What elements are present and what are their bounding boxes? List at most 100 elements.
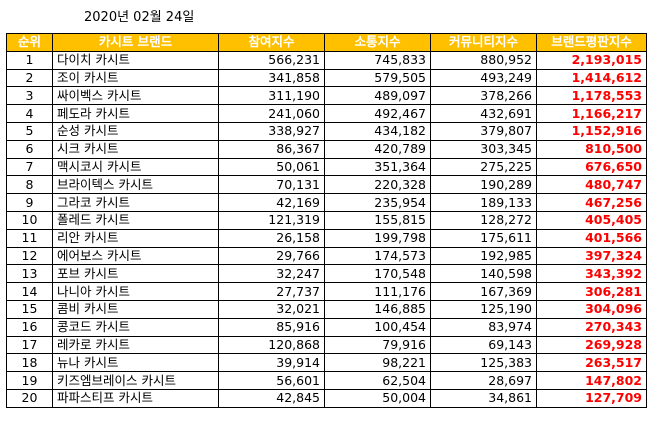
brand-cell: 콩코드 카시트 [52, 317, 219, 337]
rank-cell: 9 [6, 193, 53, 212]
rank-cell: 16 [6, 317, 53, 337]
community-index-cell: 125,190 [430, 299, 537, 319]
column-header-brand: 카시트 브랜드 [52, 33, 219, 52]
reputation-index-cell: 1,152,916 [536, 121, 647, 141]
reputation-index-cell: 676,650 [536, 157, 647, 177]
communication-index-cell: 155,815 [324, 210, 431, 230]
brand-cell: 맥시코시 카시트 [52, 157, 219, 177]
rank-cell: 5 [6, 121, 53, 141]
reputation-index-cell: 1,178,553 [536, 86, 647, 106]
communication-index-cell: 220,328 [324, 175, 431, 195]
participation-index-cell: 121,319 [218, 210, 325, 230]
participation-index-cell: 42,169 [218, 193, 325, 212]
table-row: 13 포브 카시트 32,247 170,548 140,598 343,392 [6, 264, 647, 284]
table-header-row: 순위 카시트 브랜드 참여지수 소통지수 커뮤니티지수 브랜드평판지수 [6, 33, 647, 52]
column-header-rank: 순위 [6, 33, 53, 52]
reputation-index-cell: 810,500 [536, 139, 647, 159]
rank-cell: 1 [6, 50, 53, 70]
rank-cell: 8 [6, 175, 53, 195]
communication-index-cell: 170,548 [324, 264, 431, 284]
rank-cell: 4 [6, 104, 53, 123]
participation-index-cell: 241,060 [218, 104, 325, 123]
community-index-cell: 175,611 [430, 228, 537, 248]
communication-index-cell: 50,004 [324, 388, 431, 408]
communication-index-cell: 98,221 [324, 353, 431, 373]
brand-cell: 키즈엠브레이스 카시트 [52, 371, 219, 390]
table-row: 8 브라이텍스 카시트 70,131 220,328 190,289 480,747 [6, 175, 647, 195]
table-row: 2 조이 카시트 341,858 579,505 493,249 1,414,612 [6, 68, 647, 88]
communication-index-cell: 146,885 [324, 299, 431, 319]
community-index-cell: 192,985 [430, 246, 537, 266]
participation-index-cell: 32,247 [218, 264, 325, 284]
participation-index-cell: 120,868 [218, 335, 325, 355]
participation-index-cell: 338,927 [218, 121, 325, 141]
brand-cell: 나니아 카시트 [52, 282, 219, 301]
brand-cell: 페도라 카시트 [52, 104, 219, 123]
table-body: 1 다이치 카시트 566,231 745,833 880,952 2,193,015 2 조… [6, 50, 647, 408]
participation-index-cell: 566,231 [218, 50, 325, 70]
community-index-cell: 379,807 [430, 121, 537, 141]
community-index-cell: 190,289 [430, 175, 537, 195]
rank-cell: 7 [6, 157, 53, 177]
participation-index-cell: 311,190 [218, 86, 325, 106]
community-index-cell: 432,691 [430, 104, 537, 123]
rank-cell: 15 [6, 299, 53, 319]
reputation-index-cell: 467,256 [536, 193, 647, 212]
participation-index-cell: 341,858 [218, 68, 325, 88]
community-index-cell: 34,861 [430, 388, 537, 408]
communication-index-cell: 434,182 [324, 121, 431, 141]
brand-cell: 뉴나 카시트 [52, 353, 219, 373]
communication-index-cell: 351,364 [324, 157, 431, 177]
table-row: 5 순성 카시트 338,927 434,182 379,807 1,152,916 [6, 121, 647, 141]
rank-cell: 3 [6, 86, 53, 106]
table-row: 16 콩코드 카시트 85,916 100,454 83,974 270,343 [6, 317, 647, 337]
rank-cell: 12 [6, 246, 53, 266]
reputation-index-cell: 397,324 [536, 246, 647, 266]
column-header-reputation: 브랜드평판지수 [536, 33, 647, 52]
table-row: 9 그라코 카시트 42,169 235,954 189,133 467,256 [6, 193, 647, 212]
column-header-participation: 참여지수 [218, 33, 325, 52]
brand-reputation-table: 순위 카시트 브랜드 참여지수 소통지수 커뮤니티지수 브랜드평판지수 1 다이치… [6, 33, 647, 408]
community-index-cell: 128,272 [430, 210, 537, 230]
reputation-index-cell: 343,392 [536, 264, 647, 284]
table-row: 10 폴레드 카시트 121,319 155,815 128,272 405,405 [6, 210, 647, 230]
brand-cell: 파파스티프 카시트 [52, 388, 219, 408]
community-index-cell: 140,598 [430, 264, 537, 284]
community-index-cell: 493,249 [430, 68, 537, 88]
table-row: 19 키즈엠브레이스 카시트 56,601 62,504 28,697 147,802 [6, 371, 647, 390]
rank-cell: 13 [6, 264, 53, 284]
column-header-community: 커뮤니티지수 [430, 33, 537, 52]
table-row: 12 에어보스 카시트 29,766 174,573 192,985 397,324 [6, 246, 647, 266]
brand-cell: 그라코 카시트 [52, 193, 219, 212]
reputation-index-cell: 304,096 [536, 299, 647, 319]
communication-index-cell: 199,798 [324, 228, 431, 248]
table-row: 1 다이치 카시트 566,231 745,833 880,952 2,193,015 [6, 50, 647, 70]
brand-cell: 브라이텍스 카시트 [52, 175, 219, 195]
participation-index-cell: 39,914 [218, 353, 325, 373]
participation-index-cell: 26,158 [218, 228, 325, 248]
participation-index-cell: 50,061 [218, 157, 325, 177]
participation-index-cell: 29,766 [218, 246, 325, 266]
brand-cell: 포브 카시트 [52, 264, 219, 284]
brand-cell: 콤비 카시트 [52, 299, 219, 319]
community-index-cell: 880,952 [430, 50, 537, 70]
rank-cell: 18 [6, 353, 53, 373]
table-row: 17 레카로 카시트 120,868 79,916 69,143 269,928 [6, 335, 647, 355]
communication-index-cell: 745,833 [324, 50, 431, 70]
rank-cell: 19 [6, 371, 53, 390]
table-row: 11 리안 카시트 26,158 199,798 175,611 401,566 [6, 228, 647, 248]
table-row: 14 나니아 카시트 27,737 111,176 167,369 306,281 [6, 282, 647, 301]
rank-cell: 6 [6, 139, 53, 159]
participation-index-cell: 56,601 [218, 371, 325, 390]
brand-cell: 에어보스 카시트 [52, 246, 219, 266]
brand-cell: 다이치 카시트 [52, 50, 219, 70]
communication-index-cell: 489,097 [324, 86, 431, 106]
communication-index-cell: 235,954 [324, 193, 431, 212]
brand-cell: 조이 카시트 [52, 68, 219, 88]
communication-index-cell: 79,916 [324, 335, 431, 355]
community-index-cell: 28,697 [430, 371, 537, 390]
rank-cell: 10 [6, 210, 53, 230]
communication-index-cell: 579,505 [324, 68, 431, 88]
participation-index-cell: 86,367 [218, 139, 325, 159]
table-row: 20 파파스티프 카시트 42,845 50,004 34,861 127,709 [6, 388, 647, 408]
